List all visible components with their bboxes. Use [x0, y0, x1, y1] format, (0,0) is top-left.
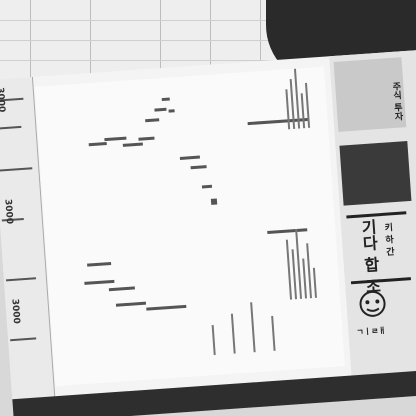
mascot-label: ㄱㅣㄹㅐ: [356, 326, 387, 338]
chart-svg: [84, 68, 317, 356]
candle: [115, 301, 147, 307]
candle: [122, 142, 143, 147]
volume-bar: [250, 302, 256, 353]
candle: [267, 228, 308, 235]
candle: [210, 198, 218, 205]
candle: [154, 107, 167, 112]
candle: [104, 136, 127, 142]
candle: [201, 184, 213, 189]
volume-bar: [291, 249, 298, 300]
grid-col: [90, 0, 91, 110]
grid-row: [0, 20, 290, 21]
grid-col: [260, 0, 261, 110]
price-line: [5, 277, 37, 282]
volume-bar: [285, 239, 293, 300]
candle: [84, 279, 115, 285]
price-line: [0, 125, 22, 130]
price-label: 3000: [0, 87, 7, 113]
volume-bar: [302, 258, 308, 299]
volume-bar: [306, 243, 312, 299]
candle: [168, 109, 175, 113]
candle: [108, 286, 135, 292]
price-line: [10, 337, 37, 342]
price-label: 3000: [2, 198, 15, 225]
candle: [138, 136, 155, 141]
price-line: [0, 167, 33, 172]
candle: [179, 155, 200, 160]
volume-bars: [211, 68, 317, 356]
grid-col: [160, 0, 161, 110]
grid-col: [210, 0, 211, 110]
candle: [145, 118, 160, 123]
price-label: 3000: [9, 298, 22, 325]
volume-bar: [289, 78, 296, 129]
volume-bar: [295, 228, 303, 299]
candlestick-chart: [34, 66, 345, 387]
grid-row: [0, 40, 290, 41]
volume-bar: [230, 313, 236, 354]
candles: [84, 97, 308, 311]
grid-col: [30, 0, 31, 110]
candle: [87, 262, 112, 267]
ad-subtitle: 키 하 간: [381, 222, 395, 257]
volume-bar: [211, 324, 216, 356]
volume-bar: [293, 68, 301, 129]
volume-bar: [312, 267, 317, 298]
candle: [161, 97, 170, 102]
monitor-screen: 3000 3000 3000: [0, 49, 416, 416]
candle: [88, 142, 107, 147]
ad-side-label: 주식 투자: [390, 81, 403, 122]
volume-bar: [285, 89, 291, 130]
candle: [146, 304, 187, 311]
mascot-icon: [359, 290, 386, 317]
ad-banner: [339, 141, 412, 206]
grid-row: [0, 60, 290, 61]
candle: [190, 165, 207, 170]
volume-bar: [300, 93, 306, 129]
volume-bar: [304, 82, 311, 128]
volume-bar: [271, 315, 276, 351]
